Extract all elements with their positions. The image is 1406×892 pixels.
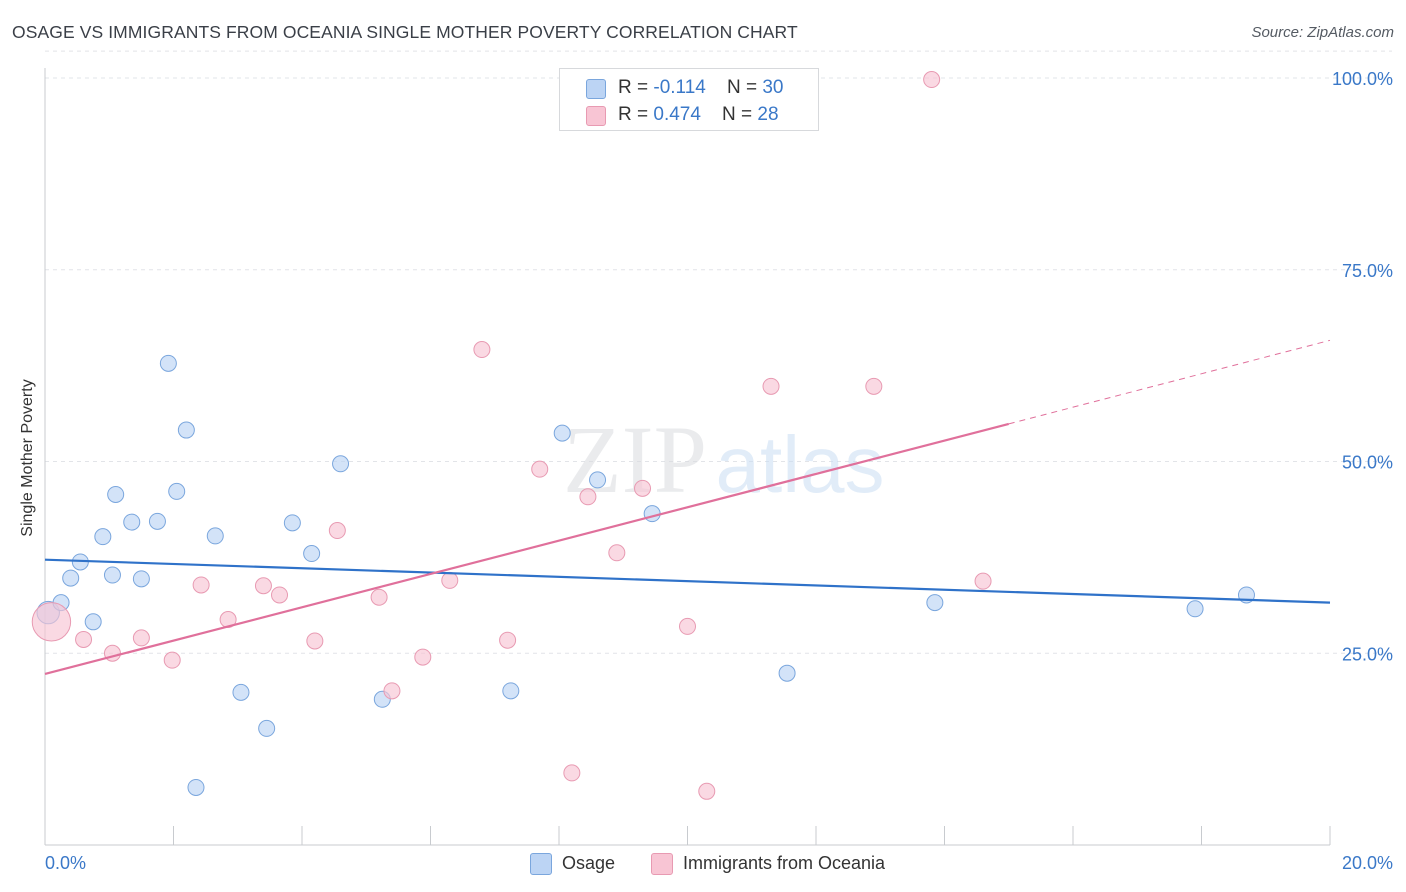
osage-point bbox=[123, 513, 141, 531]
x-tick-label-min: 0.0% bbox=[45, 853, 86, 873]
oceania-point bbox=[762, 377, 780, 395]
oceania-legend-swatch bbox=[651, 853, 673, 875]
osage-point bbox=[303, 545, 321, 563]
legend-r-label: R = bbox=[618, 77, 654, 98]
oceania-point bbox=[254, 577, 272, 595]
y-tick-label: 75.0% bbox=[1342, 261, 1393, 281]
trend-lines bbox=[44, 339, 1331, 676]
osage-point bbox=[103, 566, 121, 584]
osage-point bbox=[926, 594, 944, 612]
osage-point bbox=[84, 613, 102, 631]
osage-point bbox=[177, 421, 195, 439]
oceania-point bbox=[306, 632, 324, 650]
osage-point bbox=[206, 527, 224, 545]
osage-point bbox=[159, 354, 177, 372]
legend-n-label: N = bbox=[726, 77, 763, 98]
oceania-point bbox=[531, 460, 549, 478]
axes bbox=[44, 68, 1331, 846]
legend-r-value-osage: -0.114 bbox=[653, 77, 706, 98]
osage-point bbox=[107, 485, 125, 503]
oceania-point bbox=[132, 629, 150, 647]
chart-title: OSAGE VS IMMIGRANTS FROM OCEANIA SINGLE … bbox=[12, 22, 798, 42]
oceania-point bbox=[563, 764, 581, 782]
legend-n-value-oceania: 28 bbox=[757, 104, 779, 125]
osage-swatch bbox=[586, 79, 606, 99]
osage-point bbox=[258, 719, 276, 737]
oceania-point bbox=[679, 617, 696, 635]
osage-point bbox=[589, 471, 607, 489]
oceania-point bbox=[441, 571, 459, 589]
osage-point bbox=[168, 482, 186, 500]
oceania-trend-line bbox=[44, 422, 1010, 676]
osage-legend-label: Osage bbox=[562, 853, 616, 873]
oceania-point bbox=[923, 71, 941, 89]
y-axis-title: Single Mother Poverty bbox=[19, 379, 36, 537]
osage-point bbox=[332, 455, 350, 473]
osage-point bbox=[553, 424, 571, 442]
osage-point bbox=[62, 569, 80, 587]
osage-point bbox=[232, 683, 250, 701]
oceania-point bbox=[414, 648, 432, 666]
osage-point bbox=[778, 664, 796, 682]
oceania-point bbox=[192, 576, 210, 594]
osage-point bbox=[148, 512, 166, 530]
oceania-point bbox=[31, 602, 72, 642]
oceania-point bbox=[634, 479, 652, 497]
oceania-point bbox=[163, 651, 181, 669]
tick-labels: 25.0% 50.0% 75.0% 100.0% 0.0% 20.0% bbox=[45, 69, 1393, 873]
osage-point bbox=[502, 682, 520, 700]
oceania-point bbox=[698, 782, 716, 800]
osage-point bbox=[283, 514, 301, 532]
osage-point bbox=[643, 505, 661, 523]
oceania-trend-extension bbox=[1008, 339, 1331, 425]
correlation-legend: R = -0.114 N = 30 R = 0.474 N = 28 bbox=[559, 68, 819, 131]
oceania-point bbox=[328, 522, 346, 540]
oceania-point bbox=[974, 572, 992, 590]
oceania-point bbox=[75, 630, 93, 648]
legend-r-label: R = bbox=[618, 104, 654, 125]
legend-n-label: N = bbox=[722, 104, 758, 125]
oceania-point bbox=[579, 488, 597, 506]
data-points bbox=[31, 71, 1255, 800]
osage-trend-line bbox=[44, 558, 1331, 604]
oceania-point bbox=[370, 588, 388, 606]
osage-point bbox=[1186, 600, 1204, 618]
oceania-point bbox=[271, 586, 289, 604]
legend-n-value-osage: 30 bbox=[762, 77, 784, 98]
x-tick-label-max: 20.0% bbox=[1342, 853, 1393, 873]
oceania-point bbox=[383, 682, 401, 700]
oceania-point bbox=[499, 631, 517, 649]
watermark-atlas: atlas bbox=[716, 420, 885, 509]
legend-r-value-oceania: 0.474 bbox=[653, 104, 701, 125]
oceania-point bbox=[865, 377, 883, 395]
y-tick-label: 50.0% bbox=[1342, 453, 1393, 473]
osage-point bbox=[132, 570, 150, 588]
series-legend: Osage Immigrants from Oceania bbox=[0, 852, 1406, 878]
osage-legend-swatch bbox=[530, 853, 552, 875]
oceania-point bbox=[608, 544, 626, 562]
oceania-swatch bbox=[586, 106, 606, 126]
y-tick-label: 25.0% bbox=[1342, 644, 1393, 664]
oceania-legend-label: Immigrants from Oceania bbox=[683, 853, 886, 873]
osage-point bbox=[187, 778, 205, 796]
grid-lines bbox=[45, 50, 1392, 654]
oceania-point bbox=[473, 341, 491, 359]
osage-point bbox=[94, 528, 112, 546]
source-label: Source: ZipAtlas.com bbox=[1251, 24, 1394, 41]
y-tick-label: 100.0% bbox=[1332, 69, 1393, 89]
